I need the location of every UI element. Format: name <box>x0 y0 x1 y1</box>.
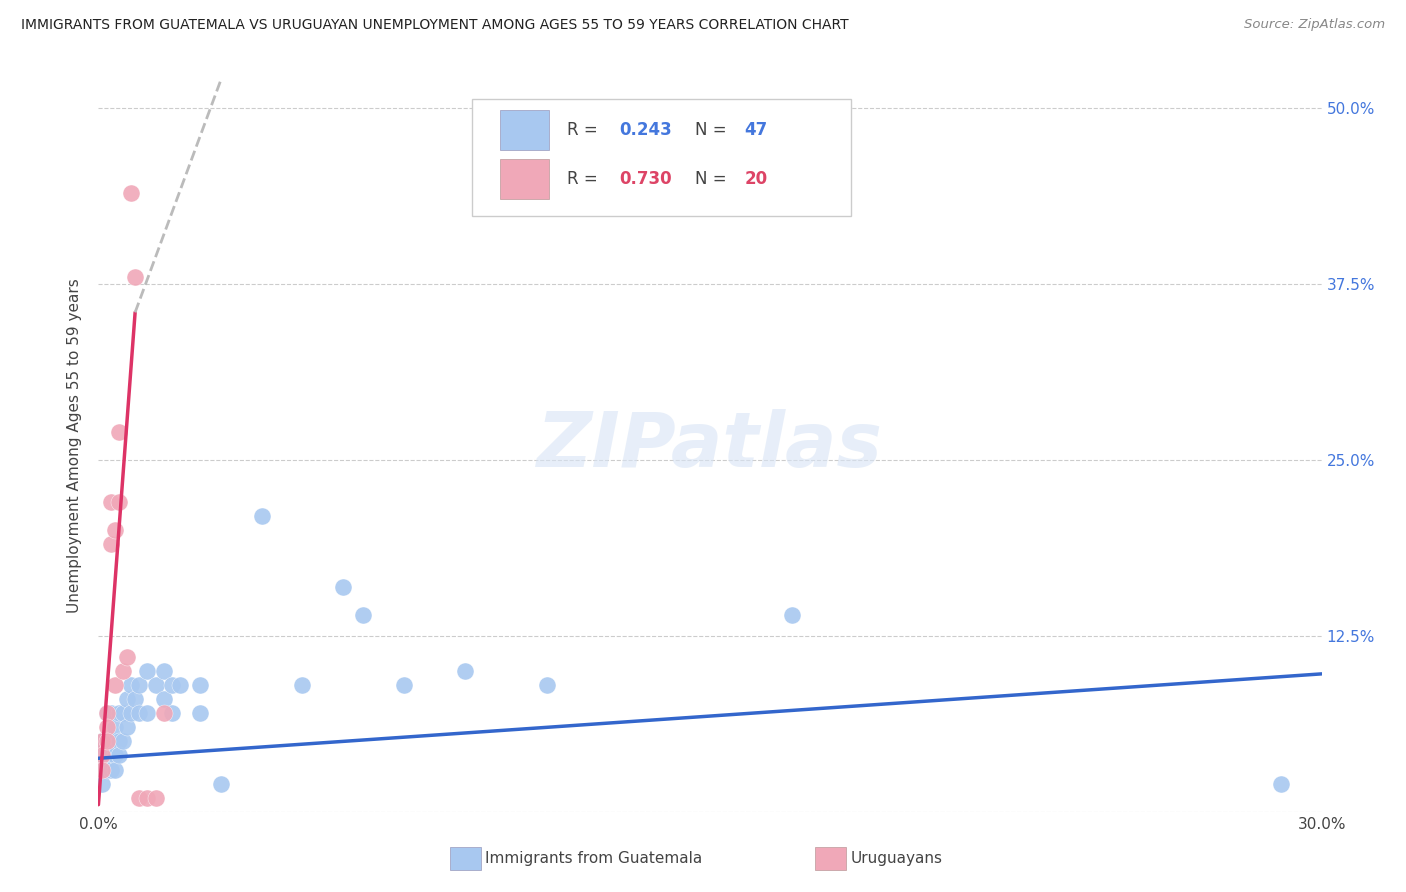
Point <box>115 692 138 706</box>
Point <box>332 580 354 594</box>
Text: 20: 20 <box>744 170 768 188</box>
Point <box>128 678 150 692</box>
Point <box>108 425 131 439</box>
Point <box>96 748 118 763</box>
Text: Uruguayans: Uruguayans <box>851 852 942 866</box>
Point <box>96 763 118 777</box>
Point <box>96 734 118 748</box>
Point <box>152 692 174 706</box>
Text: N =: N = <box>696 170 733 188</box>
Point <box>104 720 127 734</box>
Point <box>104 678 127 692</box>
Point <box>111 734 134 748</box>
Point <box>91 763 114 777</box>
Point <box>104 763 127 777</box>
Point <box>111 706 134 721</box>
Point <box>152 664 174 678</box>
Point <box>104 524 127 538</box>
Text: R =: R = <box>567 121 603 139</box>
Point <box>96 734 118 748</box>
Text: 0.243: 0.243 <box>620 121 672 139</box>
Text: 47: 47 <box>744 121 768 139</box>
Point <box>91 748 114 763</box>
Point <box>96 706 118 721</box>
Text: Immigrants from Guatemala: Immigrants from Guatemala <box>485 852 703 866</box>
Point <box>104 748 127 763</box>
Text: IMMIGRANTS FROM GUATEMALA VS URUGUAYAN UNEMPLOYMENT AMONG AGES 55 TO 59 YEARS CO: IMMIGRANTS FROM GUATEMALA VS URUGUAYAN U… <box>21 18 849 32</box>
Point <box>145 678 167 692</box>
Y-axis label: Unemployment Among Ages 55 to 59 years: Unemployment Among Ages 55 to 59 years <box>67 278 83 614</box>
Point <box>91 734 114 748</box>
Point <box>91 776 114 790</box>
Point <box>145 790 167 805</box>
Point <box>136 664 159 678</box>
Point <box>108 734 131 748</box>
Text: R =: R = <box>567 170 603 188</box>
Point <box>124 692 146 706</box>
Point <box>96 706 118 721</box>
Point <box>91 748 114 763</box>
Point <box>250 509 273 524</box>
Point <box>1270 776 1292 790</box>
Point <box>115 650 138 665</box>
Point <box>108 495 131 509</box>
Point <box>111 664 134 678</box>
Point <box>188 706 212 721</box>
Point <box>128 706 150 721</box>
Point <box>108 706 131 721</box>
Point <box>124 270 146 285</box>
Point <box>454 664 477 678</box>
FancyBboxPatch shape <box>499 110 548 150</box>
Text: Source: ZipAtlas.com: Source: ZipAtlas.com <box>1244 18 1385 31</box>
Point <box>91 734 114 748</box>
Text: N =: N = <box>696 121 733 139</box>
Point <box>120 706 142 721</box>
Point <box>160 706 183 721</box>
Point <box>100 495 122 509</box>
Point <box>128 790 150 805</box>
FancyBboxPatch shape <box>471 99 851 216</box>
FancyBboxPatch shape <box>499 159 548 199</box>
Text: 0.730: 0.730 <box>620 170 672 188</box>
Point <box>115 720 138 734</box>
Point <box>120 678 142 692</box>
Point <box>91 763 114 777</box>
Point <box>120 186 142 200</box>
Point <box>136 790 159 805</box>
Point <box>160 678 183 692</box>
Point <box>291 678 314 692</box>
Point <box>100 763 122 777</box>
Point <box>108 748 131 763</box>
Point <box>100 734 122 748</box>
Point <box>100 748 122 763</box>
Point <box>100 706 122 721</box>
Point <box>100 537 122 551</box>
Text: ZIPatlas: ZIPatlas <box>537 409 883 483</box>
Point <box>352 607 374 622</box>
Point <box>536 678 558 692</box>
Point <box>780 607 803 622</box>
Point <box>209 776 232 790</box>
Point <box>392 678 416 692</box>
Point <box>96 720 118 734</box>
Point <box>169 678 191 692</box>
Point <box>188 678 212 692</box>
Point <box>136 706 159 721</box>
Point <box>152 706 174 721</box>
